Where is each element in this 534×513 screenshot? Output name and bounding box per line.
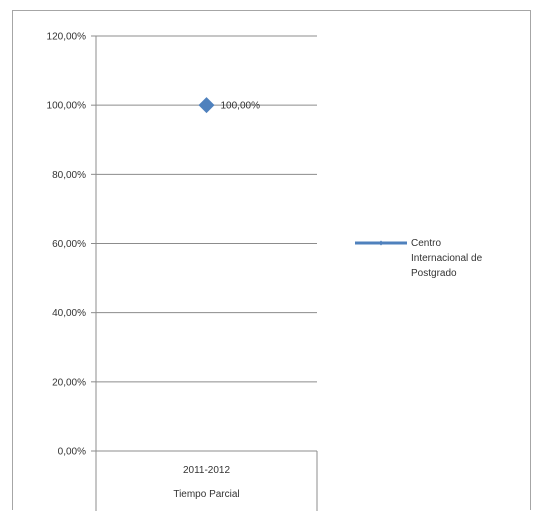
legend-marker — [378, 240, 384, 246]
y-tick-label: 80,00% — [52, 170, 86, 181]
legend-label: Centro Internacional de Postgrado — [411, 238, 483, 279]
legend-label-line: Internacional de — [411, 253, 483, 264]
y-tick-label: 120,00% — [47, 32, 87, 43]
legend-label-line: Postgrado — [411, 268, 457, 279]
line-chart: 0,00% 20,00% 40,00% 60,00% 80,00% 100,00% 120,… — [47, 32, 483, 511]
y-tick-label: 40,00% — [52, 308, 86, 319]
y-tick-label: 0,00% — [58, 447, 86, 458]
y-tick-label: 60,00% — [52, 239, 86, 250]
data-label: 100,00% — [221, 101, 261, 112]
y-tick-label: 100,00% — [47, 101, 87, 112]
x-category-label: 2011-2012 — [183, 465, 231, 476]
y-tick-label: 20,00% — [52, 377, 86, 388]
data-point-marker[interactable] — [198, 97, 215, 114]
legend-label-line: Centro — [411, 238, 441, 249]
chart-frame: 0,00% 20,00% 40,00% 60,00% 80,00% 100,00% 120,… — [12, 10, 531, 511]
x-category-group-label: Tiempo Parcial — [173, 489, 239, 500]
